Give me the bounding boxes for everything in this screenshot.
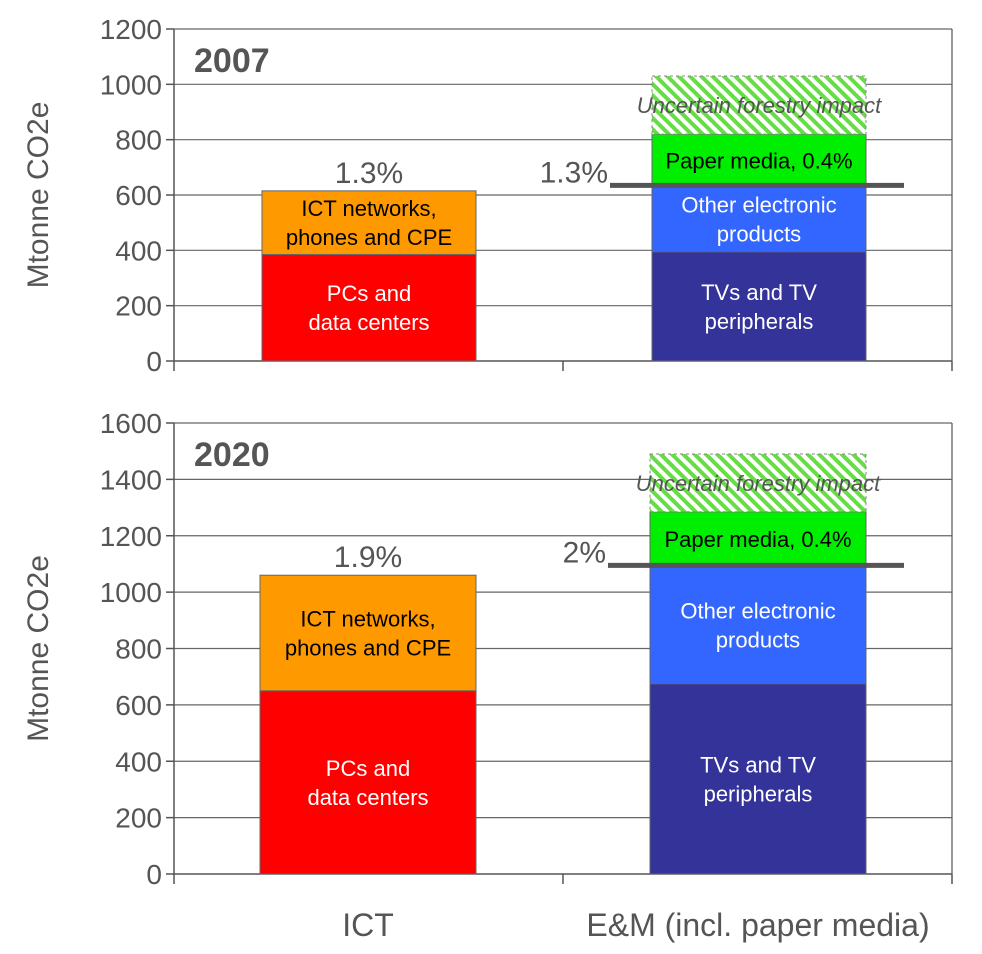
bar-segment xyxy=(651,251,867,362)
y-axis-label: Mtonne CO2e xyxy=(22,102,55,289)
segment-label: Paper media, 0.4% xyxy=(664,527,851,552)
segment-label: PCs and data centers xyxy=(307,756,428,810)
y-tick-label: 1400 xyxy=(100,464,162,495)
y-tick-label: 0 xyxy=(146,346,162,377)
y-tick-label: 200 xyxy=(115,291,162,322)
y-tick-label: 400 xyxy=(115,235,162,266)
bar-total-label: 1.9% xyxy=(334,541,402,574)
bar-em: TVs and TV peripherals Other electronic pro… xyxy=(563,453,904,875)
bar-segment xyxy=(259,574,477,692)
bar-segment xyxy=(649,453,867,513)
bar-total-label: 1.3% xyxy=(335,157,403,190)
segment-label: PCs and data centers xyxy=(308,281,429,335)
chart-panel-2020: 0 200 400 600 800 1000 1200 1400 1600 Mtonne CO2e… xyxy=(22,408,953,890)
y-tick-label: 200 xyxy=(115,803,162,834)
segment-label: ICT networks, phones and CPE xyxy=(286,196,452,250)
segment-label: ICT networks, phones and CPE xyxy=(285,606,451,660)
bar-total-label: 1.3% xyxy=(540,156,608,189)
bar-total-label: 2% xyxy=(563,536,606,569)
bar-segment xyxy=(649,511,867,568)
y-tick-label: 1000 xyxy=(100,69,162,100)
y-tick-label: 1200 xyxy=(100,14,162,45)
x-category-label: ICT xyxy=(342,907,394,943)
segment-label: TVs and TV peripherals xyxy=(701,280,817,334)
bar-segment xyxy=(651,133,867,188)
segment-label: Paper media, 0.4% xyxy=(665,148,852,173)
segment-label: Other electronic products xyxy=(681,193,836,247)
bar-segment xyxy=(649,566,867,685)
y-tick-label: 600 xyxy=(115,180,162,211)
segment-label: Uncertain forestry impact xyxy=(636,471,881,496)
panel-title: 2007 xyxy=(194,42,270,80)
panel-title: 2020 xyxy=(194,436,270,474)
bar-segment xyxy=(649,683,867,875)
y-axis-label: Mtonne CO2e xyxy=(22,555,55,742)
chart-panel-2007: 0 200 400 600 800 1000 1200 Mtonne CO2e 2007 PCs … xyxy=(22,14,953,377)
segment-label: Uncertain forestry impact xyxy=(637,93,882,118)
y-tick-label: 800 xyxy=(115,125,162,156)
bar-segment xyxy=(259,690,477,875)
y-tick-label: 1200 xyxy=(100,521,162,552)
bar-segment xyxy=(651,186,867,253)
y-tick-label: 1600 xyxy=(100,408,162,439)
x-category-label: E&M (incl. paper media) xyxy=(586,907,929,943)
y-tick-label: 400 xyxy=(115,746,162,777)
bar-em: TVs and TV peripherals Other electronic pro… xyxy=(540,75,904,362)
y-tick-label: 1000 xyxy=(100,577,162,608)
y-tick-label: 600 xyxy=(115,690,162,721)
bar-segment xyxy=(261,190,477,255)
bar-segment xyxy=(261,253,477,362)
bar-ict: PCs and data centers ICT networks, phones a… xyxy=(261,157,477,362)
bar-ict: PCs and data centers ICT networks, phones a… xyxy=(259,541,477,875)
y-tick-label: 0 xyxy=(146,859,162,890)
y-tick-label: 800 xyxy=(115,634,162,665)
segment-label: Other electronic products xyxy=(680,599,835,653)
segment-label: TVs and TV peripherals xyxy=(700,752,816,806)
bar-segment xyxy=(651,75,867,135)
